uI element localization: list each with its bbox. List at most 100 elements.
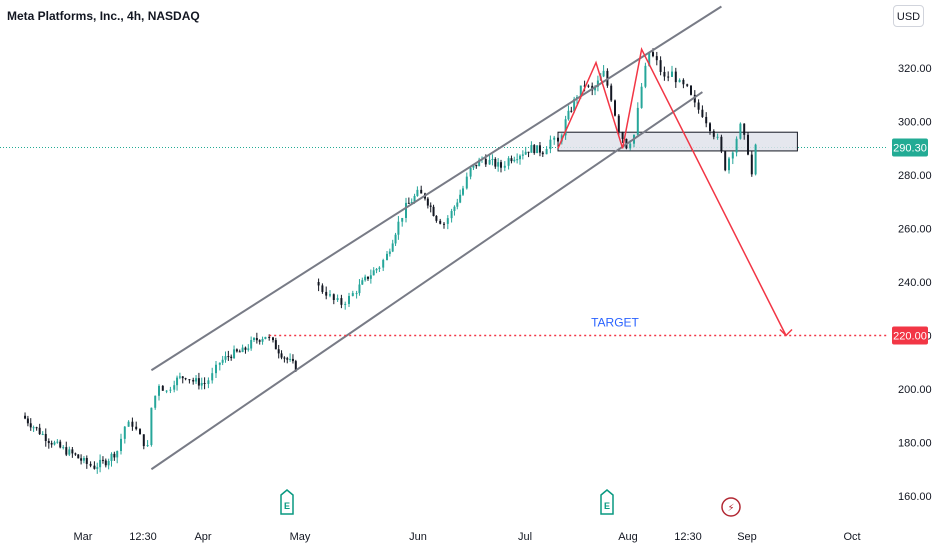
- target-price-badge: [892, 326, 928, 345]
- candle-body: [142, 434, 145, 447]
- candle-body: [291, 358, 294, 362]
- candle-body: [59, 441, 62, 448]
- candle-body: [516, 159, 519, 161]
- candle-body: [610, 85, 613, 101]
- candle-body: [255, 338, 258, 341]
- candle-body: [530, 145, 533, 153]
- candle-body: [573, 98, 576, 111]
- candle-body: [401, 217, 404, 222]
- y-tick-label: 180.00: [898, 438, 932, 450]
- candle-body: [289, 358, 292, 360]
- candle-body: [26, 418, 29, 424]
- candle-body: [416, 189, 419, 196]
- candle-body: [629, 143, 632, 149]
- candle-body: [195, 378, 198, 382]
- channel-upper-line[interactable]: [150, 5, 722, 372]
- candle-body: [413, 195, 416, 203]
- candle-body: [85, 457, 88, 464]
- earnings-icon[interactable]: E: [600, 489, 614, 515]
- candle-body: [230, 356, 233, 359]
- y-tick-label: 300.00: [898, 117, 932, 129]
- x-tick-label: Jul: [518, 531, 532, 543]
- candle-body: [667, 76, 670, 78]
- candle-body: [150, 407, 153, 446]
- candle-body: [178, 376, 181, 378]
- candle-body: [173, 385, 176, 390]
- candle-body: [372, 270, 375, 276]
- double-top-pattern-line[interactable]: [557, 46, 787, 336]
- candle-body: [731, 152, 734, 159]
- candle-body: [169, 389, 172, 391]
- candle-body: [82, 457, 85, 461]
- candle-body: [154, 395, 157, 408]
- candle-body: [241, 347, 244, 352]
- candle-body: [475, 164, 478, 167]
- candle-body: [644, 65, 647, 87]
- candle-body: [53, 442, 56, 445]
- candle-body: [682, 79, 685, 85]
- candle-body: [567, 110, 570, 120]
- candle-body: [519, 155, 521, 160]
- y-tick-label: 200.00: [898, 384, 932, 396]
- candle-body: [621, 132, 624, 139]
- candle-body: [462, 188, 464, 195]
- candle-body: [184, 378, 187, 380]
- channel-lower-line[interactable]: [150, 91, 703, 471]
- candle-body: [545, 149, 548, 155]
- candle-body: [655, 56, 658, 61]
- candle-body: [215, 364, 217, 374]
- currency-button[interactable]: USD: [893, 5, 924, 27]
- candle-body: [443, 223, 445, 225]
- candle-body: [47, 441, 50, 444]
- svg-text:E: E: [604, 501, 610, 511]
- candle-body: [176, 377, 179, 386]
- candle-body: [579, 85, 582, 97]
- candle-body: [99, 459, 102, 468]
- candle-body: [367, 276, 369, 279]
- candle-body: [747, 134, 749, 155]
- candle-body: [484, 158, 487, 165]
- x-tick-label: Oct: [843, 531, 860, 543]
- candle-body: [709, 123, 711, 132]
- candle-body: [135, 426, 138, 430]
- y-tick-label: 280.00: [898, 170, 932, 182]
- candle-body: [652, 52, 654, 57]
- candle-body: [469, 167, 472, 177]
- candle-body: [743, 123, 746, 135]
- candle-body: [553, 137, 556, 140]
- candle-body: [41, 433, 44, 435]
- candle-body: [332, 294, 335, 300]
- candle-body: [227, 356, 230, 358]
- candle-body: [659, 60, 662, 72]
- support-zone[interactable]: [557, 131, 798, 152]
- chart-title: Meta Platforms, Inc., 4h, NASDAQ: [7, 9, 200, 23]
- candle-body: [375, 268, 378, 271]
- candle-body: [739, 123, 742, 139]
- candle-body: [564, 119, 567, 136]
- candle-body: [277, 349, 280, 354]
- candle-body: [317, 282, 320, 286]
- candle-body: [165, 390, 168, 392]
- candle-body: [510, 158, 513, 162]
- candle-body: [188, 379, 191, 381]
- dividend-icon[interactable]: ⚡: [721, 497, 741, 517]
- candle-body: [536, 145, 539, 154]
- candle-body: [286, 358, 289, 360]
- earnings-icon[interactable]: E: [280, 489, 294, 515]
- candle-body: [268, 336, 271, 338]
- candle-body: [181, 376, 184, 379]
- x-tick-label: Mar: [74, 531, 93, 543]
- candle-body: [355, 293, 358, 295]
- candle-body: [450, 210, 453, 219]
- candle-body: [89, 463, 92, 466]
- candle-body: [261, 338, 264, 342]
- candle-body: [391, 243, 394, 252]
- x-tick-label: Sep: [737, 531, 757, 543]
- candle-body: [712, 131, 715, 137]
- candle-body: [382, 260, 385, 268]
- last-price-badge: [892, 138, 928, 157]
- candle-body: [570, 110, 573, 112]
- candle-body: [491, 158, 494, 160]
- arrow-head-icon: [779, 328, 793, 337]
